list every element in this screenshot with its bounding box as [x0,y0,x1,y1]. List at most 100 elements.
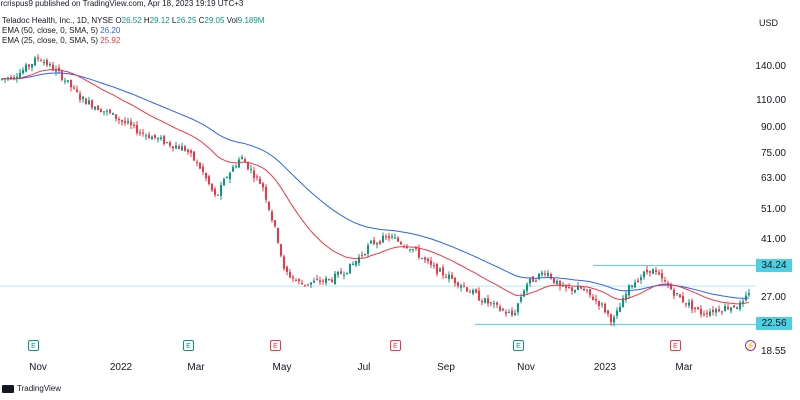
candle-body [520,296,522,302]
candle-body [547,272,549,276]
candle-body [145,135,147,137]
candle-body [130,121,132,126]
candle-body [316,278,318,280]
candle-body [535,280,537,282]
candle-body [25,64,27,72]
candle-body [250,169,252,171]
earnings-event-icon[interactable]: E [670,340,681,351]
symbol-legend[interactable]: Teladoc Health, Inc., 1D, NYSE O26.52 H2… [2,16,264,25]
ohlc-value: 29.12 [149,16,170,25]
ema25-legend[interactable]: EMA (25, close, 0, SMA, 5) 25.92 [2,36,120,45]
candle-body [10,76,12,79]
candle-body [283,256,285,269]
ohlc-value: 26.52 [121,16,142,25]
candle-body [643,271,645,278]
candle-body [307,284,309,286]
candle-body [247,161,249,170]
candle-body [460,285,462,288]
time-label: Sep [437,362,455,373]
ohlc-value: 29.05 [204,16,225,25]
candle-body [571,287,573,291]
published-note: ercrispus9 published on TradingView.com,… [0,0,244,8]
earnings-event-icon[interactable]: E [513,340,524,351]
candle-body [538,273,540,279]
candle-body [715,309,717,313]
candle-body [562,285,564,287]
candle-body [646,269,648,273]
candle-body [343,274,345,276]
earnings-event-icon[interactable]: E [270,340,281,351]
candle-body [466,287,468,292]
candle-body [193,151,195,161]
time-label: 2023 [593,362,617,373]
candle-body [277,228,279,243]
candle-body [298,279,300,282]
candle-body [364,253,366,255]
candle-body [55,69,57,72]
candle-body [418,248,420,258]
candle-body [391,236,393,238]
candle-body [637,280,639,282]
candle-body [481,300,483,303]
candle-body [175,145,177,149]
ema50-line [2,72,750,299]
earnings-event-icon[interactable]: E [28,340,39,351]
candle-body [31,64,33,68]
candle-body [664,280,666,282]
time-label: Nov [29,362,47,373]
candle-body [52,64,54,71]
candle-body [229,172,231,180]
candle-body [640,277,642,280]
tradingview-footer[interactable]: TradingView [2,384,61,393]
symbol-name: Teladoc Health, Inc., 1D, NYSE [2,16,114,25]
news-flash-icon[interactable]: ⚡ [745,340,756,351]
candle-body [451,274,453,279]
candle-body [586,289,588,291]
candle-body [73,87,75,89]
candle-body [166,142,168,144]
candle-body [742,301,744,304]
candle-body [82,96,84,100]
candle-body [373,240,375,244]
candle-body [358,256,360,264]
candle-body [172,146,174,149]
ema25-value: 25.92 [100,36,121,45]
candle-body [124,120,126,123]
candle-body [181,146,183,151]
candle-body [478,290,480,301]
candle-body [346,272,348,274]
candle-body [367,245,369,254]
price-axis[interactable]: 140.00 110.00 90.00 75.00 63.00 51.00 41… [755,0,800,400]
candle-body [301,282,303,285]
candle-body [154,134,156,138]
candle-body [118,119,120,121]
earnings-event-icon[interactable]: E [390,340,401,351]
candle-body [199,163,201,169]
candle-body [268,201,270,210]
time-label: Nov [517,362,535,373]
candle-body [205,172,207,179]
candle-body [703,313,705,315]
resistance-price-tag: 34.24 [756,259,792,272]
candle-body [484,298,486,303]
candle-body [457,282,459,286]
time-label: May [272,362,292,373]
candle-body [676,293,678,295]
candle-body [322,280,324,282]
candle-body [508,312,510,314]
candle-body [382,235,384,243]
candle-body [235,166,237,168]
candle-body [436,263,438,274]
candle-body [622,297,624,308]
candle-body [271,211,273,221]
earnings-event-icon[interactable]: E [183,340,194,351]
candle-body [376,243,378,245]
candle-body [727,306,729,310]
ema50-legend[interactable]: EMA (50, close, 0, SMA, 5) 26.20 [2,26,120,35]
candle-body [259,178,261,184]
candle-body [202,166,204,172]
candle-body [469,291,471,293]
currency-label[interactable]: USD [758,18,778,28]
